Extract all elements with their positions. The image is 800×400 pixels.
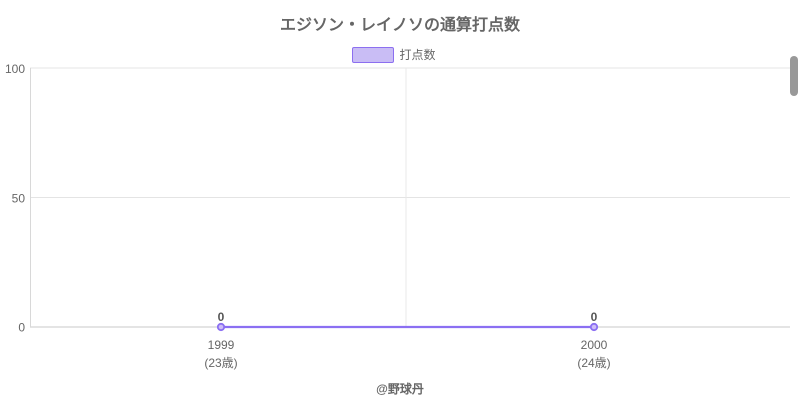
- svg-text:0: 0: [18, 321, 25, 335]
- svg-text:0: 0: [218, 310, 225, 324]
- svg-text:2000: 2000: [581, 338, 608, 352]
- svg-text:(23歳): (23歳): [204, 356, 237, 370]
- svg-text:0: 0: [591, 310, 598, 324]
- svg-text:(24歳): (24歳): [577, 356, 610, 370]
- svg-text:50: 50: [12, 192, 26, 206]
- svg-text:1999: 1999: [208, 338, 235, 352]
- svg-text:100: 100: [5, 62, 25, 76]
